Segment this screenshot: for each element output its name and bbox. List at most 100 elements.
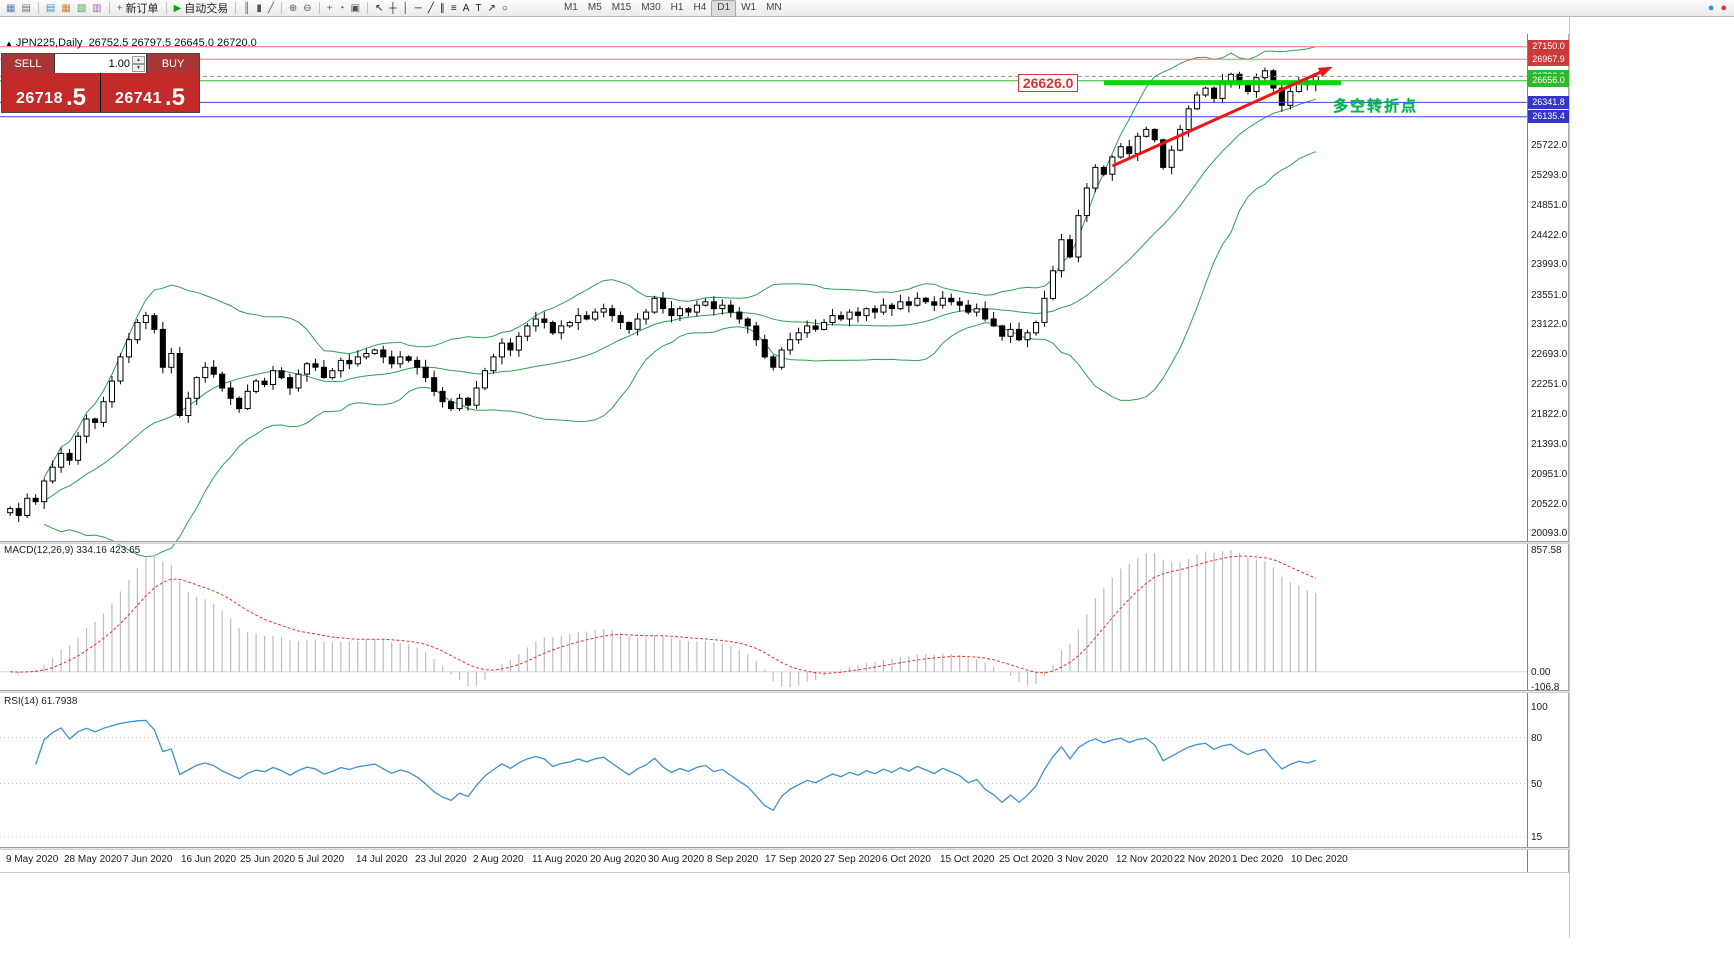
chart-title: ▲ JPN225,Daily 26752.5 26797.5 26645.0 267… bbox=[5, 37, 257, 49]
sell-price-button[interactable]: 26718.5 bbox=[2, 73, 100, 112]
market-watch-button[interactable]: ▤ bbox=[44, 1, 57, 16]
timeframe-h4[interactable]: H4 bbox=[693, 1, 707, 13]
date-axis-label: 22 Nov 2020 bbox=[1174, 854, 1231, 865]
market-watch-icon: ▤ bbox=[45, 2, 56, 14]
toolbar-separator bbox=[165, 2, 167, 14]
timeframe-mn[interactable]: MN bbox=[766, 1, 782, 13]
volume-up-icon[interactable]: ▲ bbox=[132, 55, 145, 64]
community-status-icon[interactable]: ● bbox=[1706, 1, 1717, 16]
date-axis-label: 6 Oct 2020 bbox=[882, 854, 931, 865]
date-axis-label: 17 Sep 2020 bbox=[765, 854, 822, 865]
zoom-out-button[interactable]: ⊖ bbox=[301, 1, 313, 16]
cursor-button[interactable]: ↖ bbox=[373, 1, 385, 16]
price-axis-tag: 26967.9 bbox=[1528, 53, 1569, 66]
rsi-axis-label: 15 bbox=[1531, 832, 1543, 843]
price-axis-label: 23122.0 bbox=[1531, 319, 1568, 330]
timeframe-m15[interactable]: M15 bbox=[611, 1, 632, 13]
date-axis-label: 5 Jul 2020 bbox=[298, 854, 345, 865]
label-button[interactable]: T bbox=[473, 1, 483, 16]
sell-button[interactable]: SELL bbox=[2, 54, 54, 73]
arrows-button[interactable]: ↗ bbox=[486, 1, 498, 16]
macd-axis-label: 0.00 bbox=[1531, 667, 1551, 678]
label-icon: T bbox=[475, 2, 482, 14]
new-chart-button[interactable]: ▦ bbox=[4, 1, 17, 16]
navigator-button[interactable]: ▧ bbox=[75, 1, 88, 16]
profiles-button[interactable]: ▤ bbox=[19, 1, 32, 16]
price-axis-tag: 26135.4 bbox=[1528, 110, 1569, 123]
price-level-callout[interactable]: 26626.0 bbox=[1017, 74, 1079, 92]
timeframe-m1[interactable]: M1 bbox=[563, 1, 578, 13]
price-axis-label: 25722.0 bbox=[1531, 140, 1568, 151]
date-axis-label: 25 Oct 2020 bbox=[999, 854, 1054, 865]
autotrading-button[interactable]: ▶ 自动交易 bbox=[172, 1, 231, 16]
toolbar-separator bbox=[108, 2, 110, 14]
buy-button[interactable]: BUY bbox=[147, 54, 199, 73]
buy-price: 26741 bbox=[114, 90, 162, 107]
arrows-icon: ↗ bbox=[487, 2, 496, 14]
timeframe-h1[interactable]: H1 bbox=[670, 1, 684, 13]
new-chart-icon: ▦ bbox=[6, 2, 16, 14]
line-chart-button[interactable]: ╱ bbox=[266, 1, 276, 16]
price-axis-label: 25293.0 bbox=[1531, 170, 1568, 181]
text-icon: A bbox=[462, 2, 470, 14]
candles-button[interactable]: ▮ bbox=[254, 1, 264, 16]
price-axis-tag: 27150.0 bbox=[1528, 40, 1569, 53]
channel-button[interactable]: ∥ bbox=[438, 1, 447, 16]
indicators-button[interactable]: + bbox=[325, 1, 335, 16]
bars-button[interactable]: ║ bbox=[241, 1, 252, 16]
bars-icon: ║ bbox=[243, 2, 251, 14]
toolbar-separator bbox=[318, 2, 320, 14]
date-axis-label: 1 Dec 2020 bbox=[1232, 854, 1284, 865]
candlestick-chart[interactable] bbox=[0, 17, 1734, 955]
date-axis-label: 11 Aug 2020 bbox=[532, 854, 588, 865]
sell-price-pip: .5 bbox=[65, 84, 87, 111]
shapes-button[interactable]: ○ bbox=[500, 1, 510, 16]
price-axis-label: 23993.0 bbox=[1531, 259, 1568, 270]
alert-status-icon[interactable]: ● bbox=[1718, 1, 1729, 16]
vertical-line-button[interactable]: │ bbox=[401, 1, 411, 16]
cursor-icon: ↖ bbox=[375, 2, 384, 14]
timeframe-d1[interactable]: D1 bbox=[711, 0, 737, 17]
periods-button[interactable]: ◔ bbox=[337, 1, 347, 16]
collapse-marker-icon[interactable]: ▲ bbox=[5, 39, 13, 48]
macd-axis-label: -106.8 bbox=[1531, 682, 1560, 693]
workspace-empty-area bbox=[1569, 17, 1734, 938]
terminal-button[interactable]: ▥ bbox=[90, 1, 103, 16]
price-axis-label: 20522.0 bbox=[1531, 499, 1568, 510]
timeframe-w1[interactable]: W1 bbox=[741, 1, 757, 13]
date-axis-label: 20 Aug 2020 bbox=[590, 854, 647, 865]
panel-separator[interactable] bbox=[0, 541, 1569, 544]
terminal-icon: ▥ bbox=[92, 2, 102, 14]
horizontal-line-button[interactable]: ─ bbox=[413, 1, 424, 16]
date-axis-label: 14 Jul 2020 bbox=[356, 854, 408, 865]
date-axis-label: 28 May 2020 bbox=[64, 854, 122, 865]
trendline-button[interactable]: ╱ bbox=[426, 1, 436, 16]
text-button[interactable]: A bbox=[461, 1, 472, 16]
alert-status-icon: ● bbox=[1720, 1, 1727, 14]
autotrading-icon: ▶ bbox=[173, 2, 182, 14]
fibonacci-button[interactable]: ≡ bbox=[449, 1, 459, 16]
volume-field: ▲ ▼ bbox=[54, 54, 147, 73]
turning-point-annotation[interactable]: 多空转折点 bbox=[1333, 98, 1419, 115]
templates-button[interactable]: ▣ bbox=[349, 1, 362, 16]
candles-icon: ▮ bbox=[256, 2, 262, 14]
volume-down-icon[interactable]: ▼ bbox=[132, 63, 145, 72]
panel-separator[interactable] bbox=[0, 690, 1569, 693]
timeframe-m5[interactable]: M5 bbox=[587, 1, 602, 13]
main-toolbar: ▦ ▤ ▤ ▦ ▧ ▥ + 新订单 ▶ 自动交易 ║ ▮ ╱ ⊕ ⊖ + ◔ ▣ ↖ ┼ │ ─ ╱ ∥ ≡ A T ↗ ○ M1 M5 M… bbox=[0, 0, 1734, 17]
buy-price-button[interactable]: 26741.5 bbox=[101, 73, 199, 112]
date-axis-label: 10 Dec 2020 bbox=[1291, 854, 1348, 865]
timeframe-m30[interactable]: M30 bbox=[641, 1, 661, 13]
fibonacci-icon: ≡ bbox=[450, 2, 457, 14]
volume-input[interactable] bbox=[68, 56, 132, 71]
crosshair-button[interactable]: ┼ bbox=[387, 1, 398, 16]
new-order-button[interactable]: + 新订单 bbox=[115, 1, 161, 16]
price-axis-label: 21822.0 bbox=[1531, 409, 1568, 420]
channel-icon: ∥ bbox=[439, 2, 445, 14]
data-window-button[interactable]: ▦ bbox=[59, 1, 72, 16]
zoom-in-button[interactable]: ⊕ bbox=[287, 1, 299, 16]
toolbar-separator bbox=[280, 2, 282, 14]
panel-separator[interactable] bbox=[0, 847, 1569, 850]
crosshair-icon: ┼ bbox=[389, 2, 397, 14]
price-axis-label: 22693.0 bbox=[1531, 349, 1568, 360]
